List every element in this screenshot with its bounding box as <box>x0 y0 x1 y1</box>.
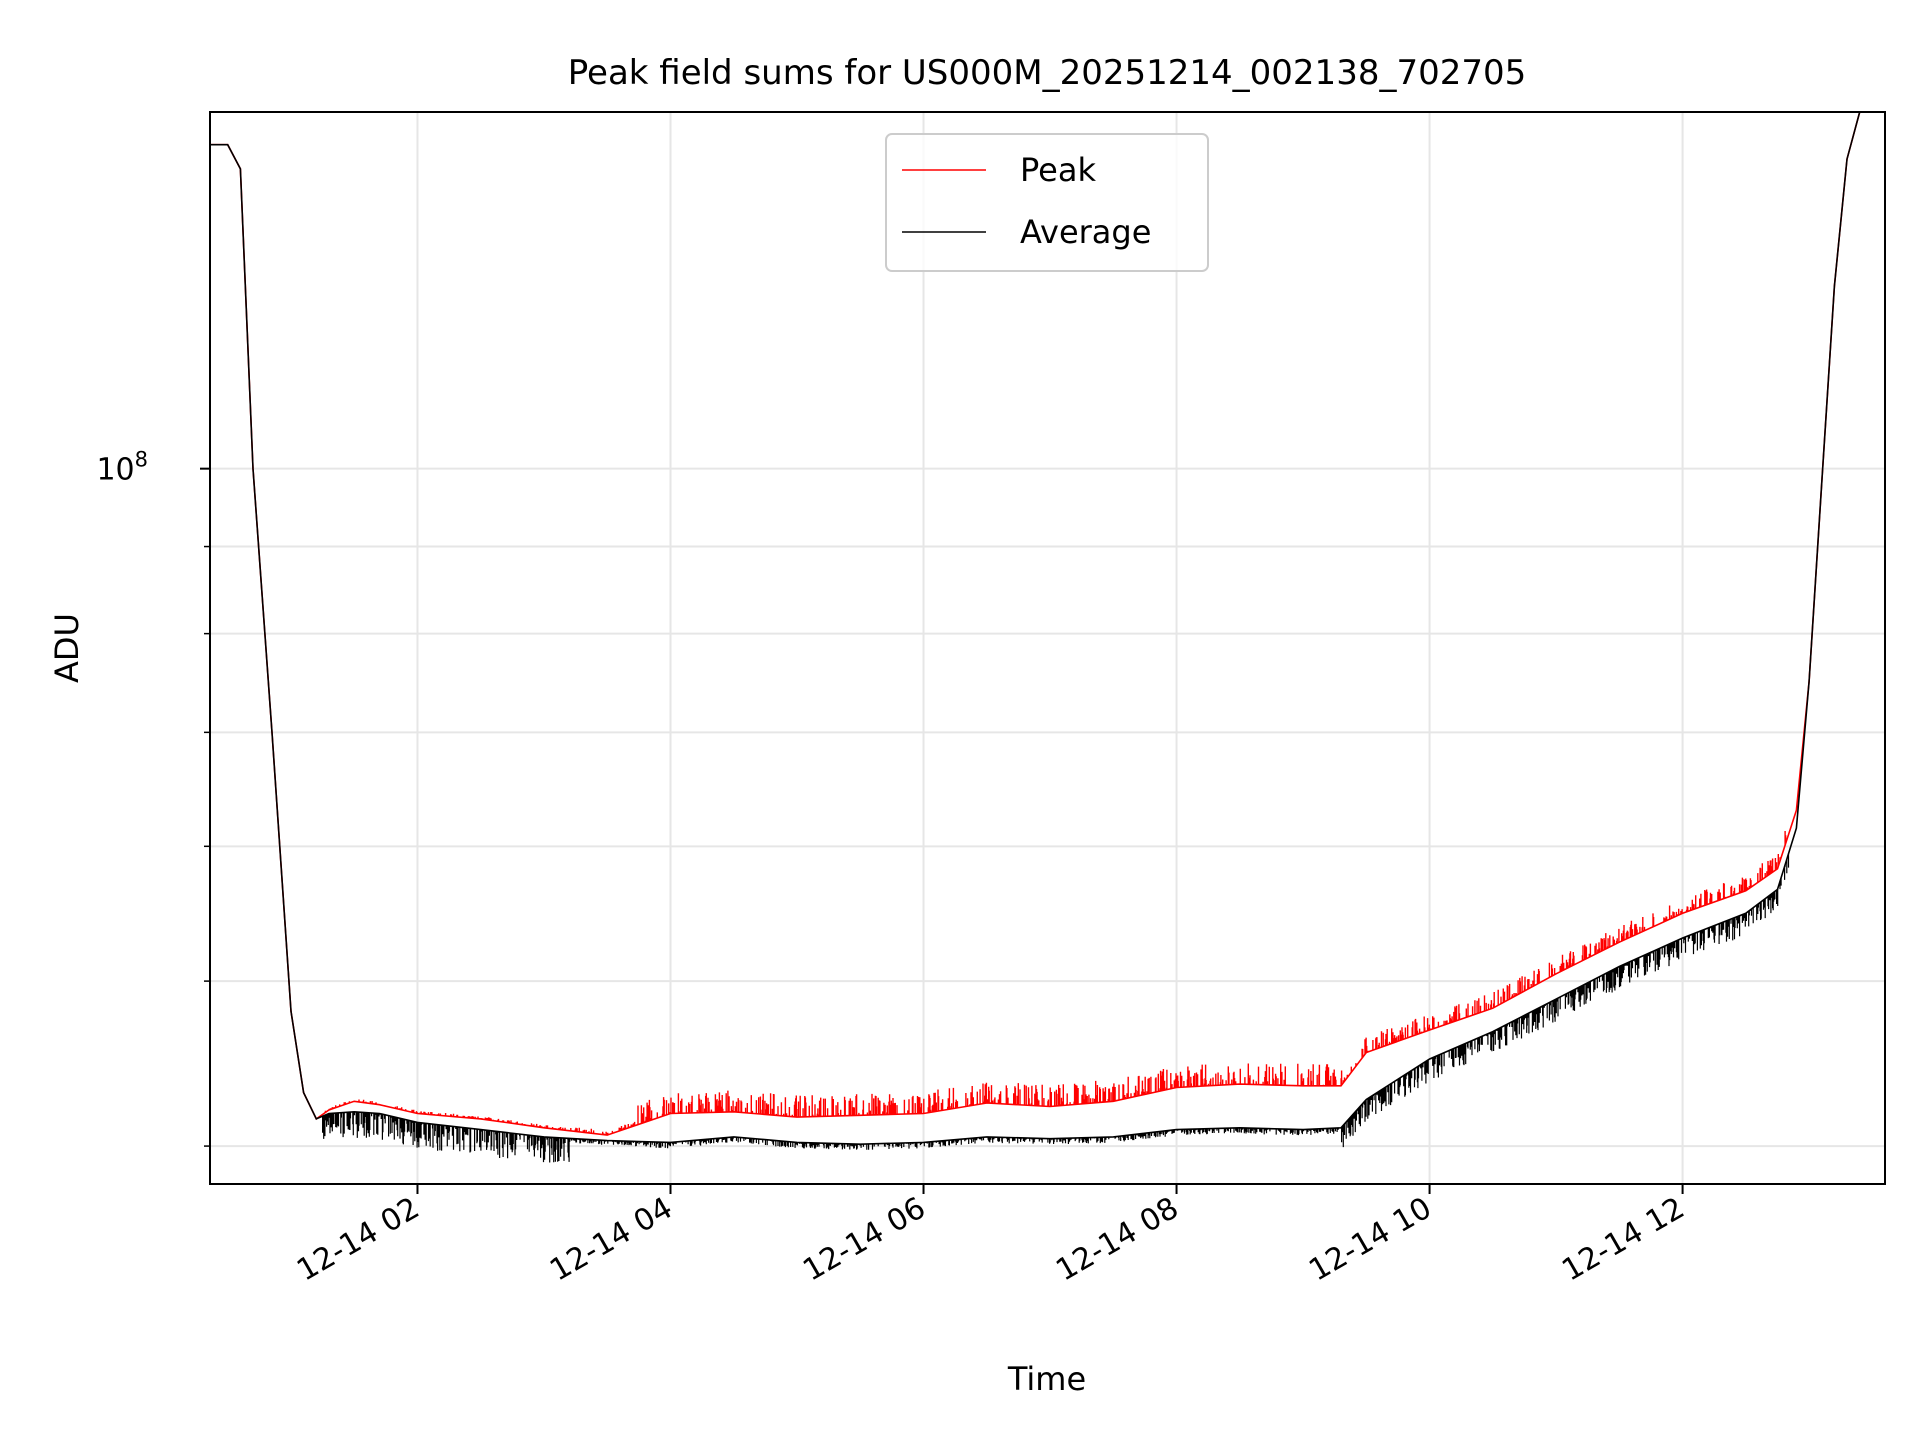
y-axis-ticks <box>200 467 210 1147</box>
legend-average-label: Average <box>1020 213 1151 251</box>
y-tick-label-1e8: 108 <box>96 448 148 488</box>
average-series-line <box>210 112 1885 1146</box>
grid <box>210 112 1885 1184</box>
x-axis-label: Time <box>1007 1360 1086 1398</box>
chart-title: Peak field sums for US000M_20251214_0021… <box>568 53 1527 93</box>
series-lines <box>210 112 1885 1146</box>
legend-peak-label: Peak <box>1020 151 1096 189</box>
legend: Peak Average <box>885 133 1209 272</box>
y-axis-label: ADU <box>48 613 86 683</box>
legend-box <box>885 133 1209 272</box>
axes-frame <box>209 111 1886 1185</box>
